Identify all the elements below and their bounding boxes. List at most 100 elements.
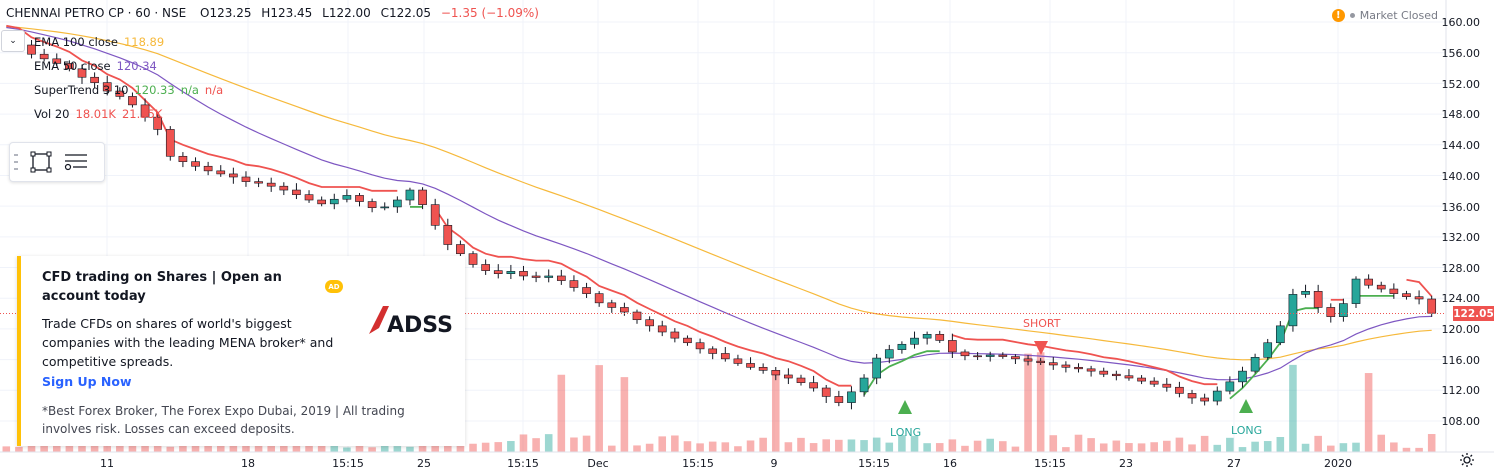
volume-bar <box>507 441 515 452</box>
candle-body <box>456 244 465 255</box>
candle-body <box>1061 364 1071 368</box>
volume-bar <box>986 438 994 452</box>
legend-ema50[interactable]: EMA 50 close 120.34 <box>0 54 223 78</box>
candle-body <box>670 331 680 339</box>
ad-banner[interactable]: CFD trading on Shares | Open an account … <box>17 256 465 446</box>
supertrend-down-segment <box>952 334 1218 386</box>
candle-body <box>153 116 163 130</box>
drag-handle-icon[interactable] <box>14 154 19 170</box>
candle-body <box>178 155 188 162</box>
volume-bar <box>368 447 376 452</box>
market-status[interactable]: ! Market Closed <box>1331 9 1438 22</box>
volume-bar <box>847 439 856 452</box>
volume-bar <box>1188 444 1196 452</box>
volume-bar <box>708 441 717 452</box>
candle-body <box>859 377 869 393</box>
volume-bar <box>1087 438 1095 452</box>
supertrend-down-segment <box>1406 278 1433 297</box>
list-settings-icon[interactable] <box>63 150 89 174</box>
price-label: 116.00 <box>1441 354 1481 367</box>
candle-body <box>1074 366 1083 370</box>
volume-bar <box>103 444 112 452</box>
gear-icon[interactable] <box>1459 452 1475 468</box>
volume-bar <box>78 445 86 452</box>
candle-body <box>531 275 541 278</box>
candle-body <box>418 189 427 205</box>
time-label: 15:15 <box>682 457 714 470</box>
candle-body <box>1086 368 1096 372</box>
candle-body <box>1023 358 1033 362</box>
volume-bars <box>2 352 1436 452</box>
legend-supertrend-name: SuperTrend 3 10 <box>34 83 129 97</box>
price-label: 132.00 <box>1441 231 1481 244</box>
candle-body <box>203 165 213 172</box>
candle-body <box>329 198 339 205</box>
candle-body <box>645 319 654 327</box>
candle-body <box>39 53 49 60</box>
candle-body <box>948 340 957 353</box>
legend-ema50-value: 120.34 <box>116 59 157 73</box>
candle-body <box>1301 291 1310 295</box>
time-label: 9 <box>770 457 778 470</box>
volume-bar <box>418 442 427 452</box>
long-signal-arrow <box>898 400 912 414</box>
legend-volume[interactable]: Vol 20 18.01K 21.55K <box>0 102 223 126</box>
time-label: 15:15 <box>332 457 364 470</box>
ohlc-change: −1.35 (−1.09%) <box>440 6 539 20</box>
volume-bar <box>645 443 654 452</box>
candle-body <box>1200 397 1209 402</box>
candle-body <box>1402 293 1411 297</box>
candle-body <box>443 225 453 245</box>
legend-supertrend[interactable]: SuperTrend 3 10 120.33 n/a n/a <box>0 78 223 102</box>
ad-title[interactable]: CFD trading on Shares | Open an account … <box>42 270 282 304</box>
candle-body <box>784 374 793 379</box>
volume-bar <box>1390 442 1398 452</box>
volume-bar <box>1314 435 1322 452</box>
candle-body <box>960 351 970 357</box>
warning-icon[interactable]: ! <box>1331 9 1345 22</box>
long-signal-label: LONG <box>890 426 922 439</box>
long-signal-arrow <box>1239 399 1253 413</box>
ohlc-open: O123.25 <box>200 6 252 20</box>
volume-bar <box>771 370 780 452</box>
volume-bar <box>204 444 212 452</box>
candle-body <box>380 206 390 209</box>
volume-bar <box>254 444 263 452</box>
volume-bar <box>40 441 48 452</box>
candle-body <box>910 337 919 345</box>
candle-body <box>1288 294 1298 327</box>
candle-body <box>1250 357 1260 372</box>
candle-body <box>746 363 755 368</box>
time-label: 27 <box>1227 457 1241 470</box>
time-label: 11 <box>100 457 114 470</box>
time-label: Dec <box>587 457 609 470</box>
candle-body <box>1099 370 1109 375</box>
volume-bar <box>923 443 931 452</box>
legend-collapse-button[interactable]: ⌄ <box>1 30 25 52</box>
volume-bar <box>671 435 679 452</box>
candle-body <box>821 387 831 397</box>
volume-bar <box>1112 440 1121 452</box>
candle-body <box>834 396 844 403</box>
legend-ema100[interactable]: EMA 100 close 118.89 <box>0 30 223 54</box>
volume-bar <box>141 444 149 452</box>
candle-body <box>393 199 402 208</box>
candle-body <box>796 377 806 383</box>
ema-50-line <box>6 26 1432 381</box>
candle-body <box>556 275 566 281</box>
rectangle-icon[interactable] <box>29 150 53 174</box>
candle-body <box>1389 288 1399 294</box>
ad-signup-link[interactable]: Sign Up Now <box>42 374 132 389</box>
volume-bar <box>1415 447 1423 452</box>
candle-body <box>140 104 150 118</box>
current-price-tag: 122.05 <box>1453 306 1494 321</box>
candle-body <box>809 382 818 389</box>
volume-bar <box>1289 364 1297 452</box>
legend-volume-ma: 21.55K <box>121 107 163 121</box>
volume-bar <box>1301 443 1310 452</box>
volume-bar <box>1062 447 1070 452</box>
volume-bar <box>90 444 99 452</box>
symbol-title[interactable]: CHENNAI PETRO CP · 60 · NSE <box>6 6 187 20</box>
supertrend-down-segment <box>434 208 852 387</box>
drawing-toolbar <box>9 142 105 182</box>
